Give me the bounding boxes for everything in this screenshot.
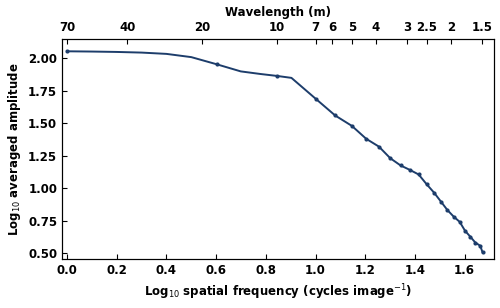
X-axis label: Log$_{10}$ spatial frequency (cycles image$^{-1}$): Log$_{10}$ spatial frequency (cycles ima…: [144, 283, 412, 302]
X-axis label: Wavelength (m): Wavelength (m): [226, 6, 332, 18]
Y-axis label: Log$_{10}$ averaged amplitude: Log$_{10}$ averaged amplitude: [6, 63, 22, 236]
